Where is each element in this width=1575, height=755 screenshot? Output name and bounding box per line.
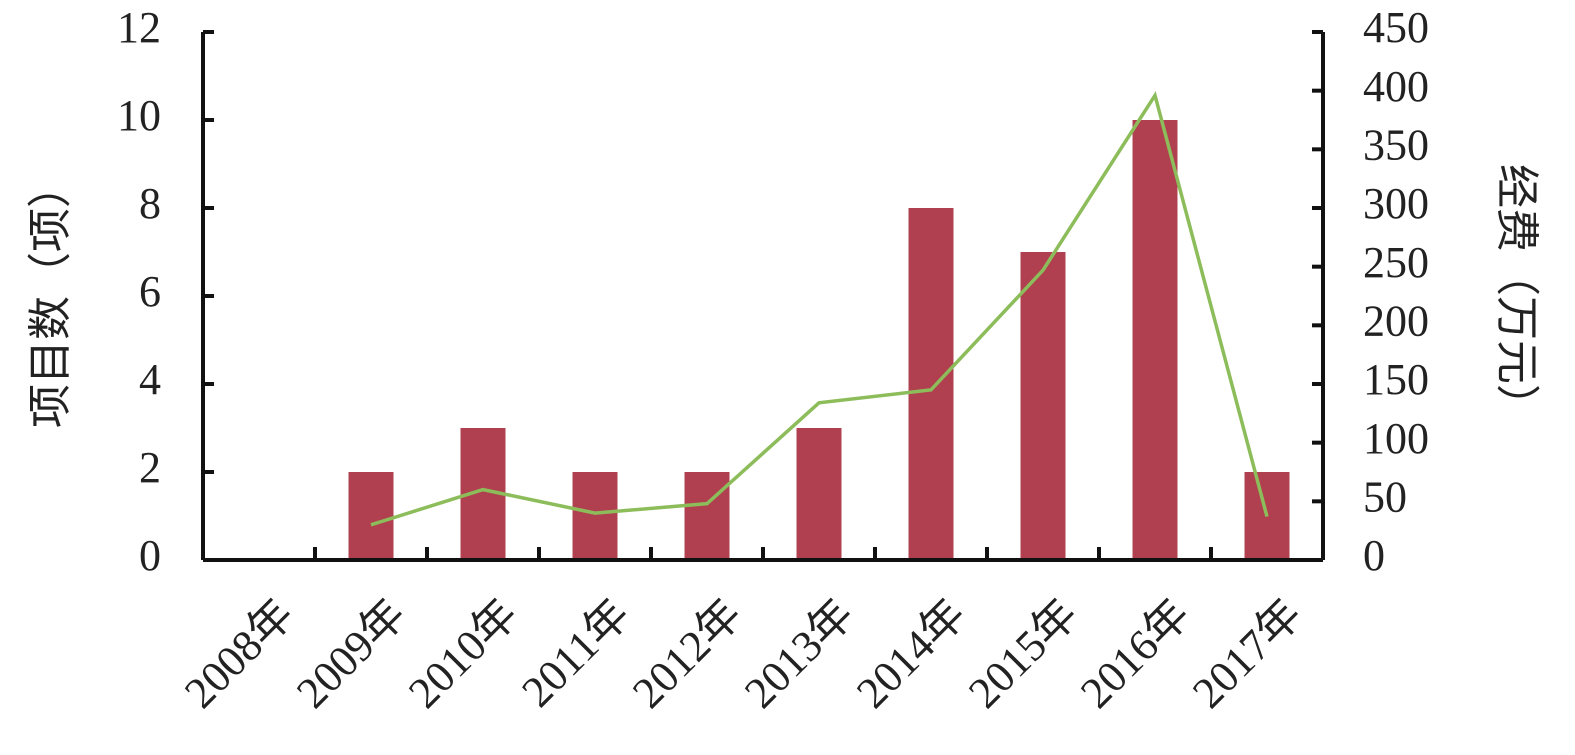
- x-tick-label: 2015年: [959, 590, 1087, 718]
- bar: [908, 208, 954, 560]
- y2-tick-label: 100: [1363, 414, 1429, 463]
- bar: [1132, 120, 1178, 560]
- bar: [572, 472, 618, 560]
- x-tick-label: 2014年: [847, 590, 975, 718]
- bar: [348, 472, 394, 560]
- y2-tick-label: 150: [1363, 355, 1429, 404]
- y2-tick-label: 0: [1363, 531, 1385, 580]
- y-tick-label: 0: [139, 531, 161, 580]
- y-tick-label: 10: [117, 91, 161, 140]
- y-tick-label: 4: [139, 355, 161, 404]
- x-tick-label: 2013年: [735, 590, 863, 718]
- y2-tick-label: 200: [1363, 296, 1429, 345]
- x-tick-label: 2008年: [175, 590, 303, 718]
- x-tick-label: 2010年: [399, 590, 527, 718]
- y2-tick-label: 450: [1363, 3, 1429, 52]
- y-tick-label: 8: [139, 179, 161, 228]
- y2-tick-label: 50: [1363, 472, 1407, 521]
- line: [370, 91, 1269, 527]
- x-tick-label: 2017年: [1183, 590, 1311, 718]
- y2-tick-label: 300: [1363, 179, 1429, 228]
- y-tick-label: 12: [117, 3, 161, 52]
- y-tick-label: 6: [139, 267, 161, 316]
- y2-tick-label: 250: [1363, 238, 1429, 287]
- bar: [796, 428, 842, 560]
- y2-axis-title: 经费（万元）: [1492, 164, 1541, 428]
- x-tick-label: 2009年: [287, 590, 415, 718]
- x-tick-label: 2016年: [1071, 590, 1199, 718]
- bar: [684, 472, 730, 560]
- y2-tick-label: 350: [1363, 120, 1429, 169]
- y-axis-title: 项目数（项）: [26, 164, 75, 428]
- y-tick-label: 2: [139, 443, 161, 492]
- bar: [1020, 252, 1066, 560]
- y2-tick-label: 400: [1363, 62, 1429, 111]
- x-tick-label: 2012年: [623, 590, 751, 718]
- x-tick-label: 2011年: [512, 590, 639, 717]
